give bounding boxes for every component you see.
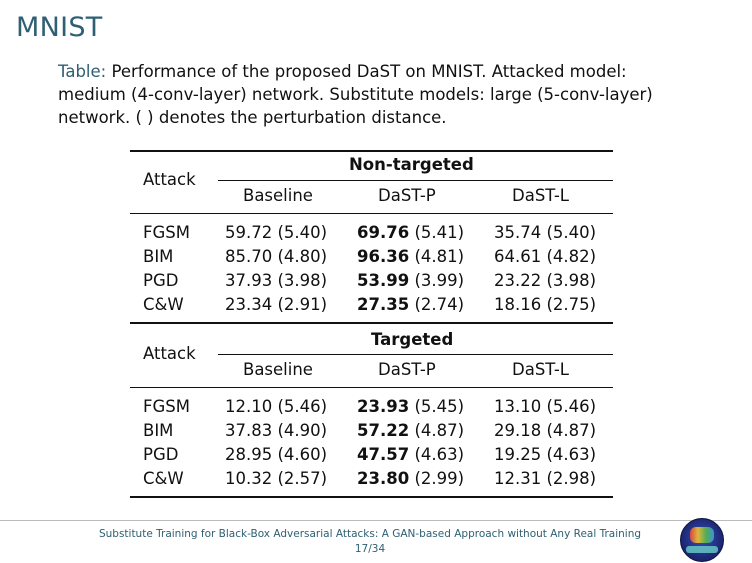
dastp-distance: (5.41) (414, 223, 465, 242)
dastp-best-value: 23.80 (357, 469, 410, 488)
dastp-best-value: 57.22 (357, 421, 410, 440)
dastp-cell: 47.57 (4.63) (357, 445, 464, 464)
logo-emblem (690, 527, 714, 543)
header-rule (130, 213, 613, 214)
dastl-cell: 12.31 (2.98) (494, 469, 597, 488)
dastp-distance: (4.81) (414, 247, 465, 266)
dastp-cell: 53.99 (3.99) (357, 271, 464, 290)
group-header: Targeted (371, 330, 454, 349)
baseline-cell: 23.34 (2.91) (225, 295, 328, 314)
dastp-best-value: 53.99 (357, 271, 410, 290)
logo-ring (686, 546, 718, 553)
dastl-cell: 64.61 (4.82) (494, 247, 597, 266)
baseline-cell: 37.93 (3.98) (225, 271, 328, 290)
conference-logo (680, 518, 724, 562)
dastl-cell: 19.25 (4.63) (494, 445, 597, 464)
col-header-baseline: Baseline (243, 186, 313, 205)
dastl-cell: 13.10 (5.46) (494, 397, 597, 416)
dastp-distance: (3.99) (414, 271, 465, 290)
dastp-best-value: 47.57 (357, 445, 410, 464)
baseline-cell: 28.95 (4.60) (225, 445, 328, 464)
baseline-cell: 10.32 (2.57) (225, 469, 328, 488)
dastl-cell: 29.18 (4.87) (494, 421, 597, 440)
group-rule (218, 180, 613, 181)
dastp-best-value: 23.93 (357, 397, 410, 416)
dastp-distance: (5.45) (414, 397, 465, 416)
dastp-cell: 23.80 (2.99) (357, 469, 464, 488)
dastp-cell: 23.93 (5.45) (357, 397, 464, 416)
col-header-dastp: DaST-P (378, 360, 436, 379)
attack-header: Attack (143, 344, 196, 363)
baseline-cell: 59.72 (5.40) (225, 223, 328, 242)
table-bottom-rule (130, 496, 613, 498)
footer-title: Substitute Training for Black-Box Advers… (98, 528, 642, 540)
table-top-rule (130, 150, 613, 152)
caption-label: Table: (58, 62, 107, 81)
dastp-distance: (2.99) (414, 469, 465, 488)
col-header-dastl: DaST-L (512, 360, 570, 379)
attack-cell: BIM (143, 247, 174, 266)
col-header-dastp: DaST-P (378, 186, 436, 205)
attack-cell: BIM (143, 421, 174, 440)
col-header-dastl: DaST-L (512, 186, 570, 205)
dastl-cell: 18.16 (2.75) (494, 295, 597, 314)
attack-header: Attack (143, 170, 196, 189)
baseline-cell: 12.10 (5.46) (225, 397, 328, 416)
group-header: Non-targeted (349, 155, 474, 174)
table-caption: Table: Performance of the proposed DaST … (58, 60, 698, 129)
dastp-distance: (4.63) (414, 445, 465, 464)
slide-title: MNIST (16, 12, 103, 43)
group-rule (218, 354, 613, 355)
attack-cell: C&W (143, 469, 184, 488)
dastp-cell: 96.36 (4.81) (357, 247, 464, 266)
section-divider-rule (130, 322, 613, 324)
attack-cell: PGD (143, 271, 179, 290)
dastp-cell: 57.22 (4.87) (357, 421, 464, 440)
baseline-cell: 37.83 (4.90) (225, 421, 328, 440)
dastp-best-value: 69.76 (357, 223, 410, 242)
footer-divider (0, 520, 752, 521)
attack-cell: PGD (143, 445, 179, 464)
col-header-baseline: Baseline (243, 360, 313, 379)
dastp-best-value: 96.36 (357, 247, 410, 266)
caption-text: Performance of the proposed DaST on MNIS… (58, 62, 653, 127)
attack-cell: FGSM (143, 223, 190, 242)
dastp-distance: (4.87) (414, 421, 465, 440)
dastp-distance: (2.74) (414, 295, 465, 314)
dastp-cell: 69.76 (5.41) (357, 223, 464, 242)
dastl-cell: 35.74 (5.40) (494, 223, 597, 242)
dastp-cell: 27.35 (2.74) (357, 295, 464, 314)
attack-cell: C&W (143, 295, 184, 314)
page-number: 17/34 (354, 543, 386, 555)
dastp-best-value: 27.35 (357, 295, 410, 314)
dastl-cell: 23.22 (3.98) (494, 271, 597, 290)
header-rule (130, 387, 613, 388)
attack-cell: FGSM (143, 397, 190, 416)
baseline-cell: 85.70 (4.80) (225, 247, 328, 266)
